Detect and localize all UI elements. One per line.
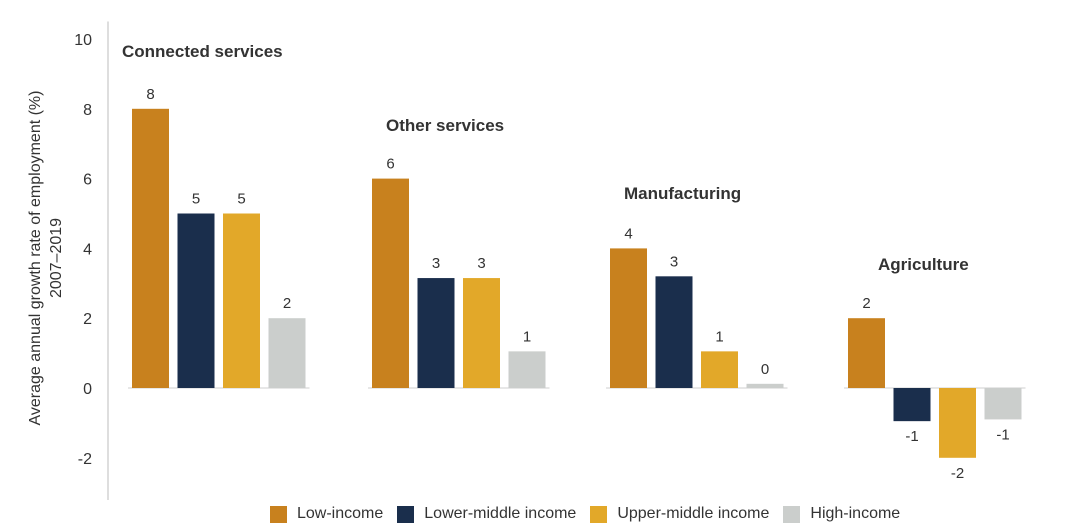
- y-axis-title: Average annual growth rate of employment…: [27, 91, 44, 426]
- bar-manufacturing-lower-middle-income: [655, 276, 693, 388]
- legend-item-lower-middle-income: Lower-middle income: [397, 505, 576, 523]
- y-tick-label: -2: [78, 451, 92, 468]
- legend-label-low-income: Low-income: [297, 505, 384, 522]
- bar-manufacturing-high-income: [746, 383, 784, 388]
- bar-other-services-low-income: [372, 178, 409, 388]
- bar-agriculture-lower-middle-income: [893, 388, 931, 422]
- bar-other-services-upper-middle-income: [463, 278, 500, 388]
- bar-agriculture-upper-middle-income: [939, 388, 976, 458]
- legend-label-high-income: High-income: [810, 505, 901, 522]
- data-label-other-services-lower-middle-income: 3: [432, 255, 440, 272]
- plot-area: 8 5 5 2 Connected services 6 3 3 1 Other services…: [122, 42, 1026, 482]
- data-label-manufacturing-high-income: 0: [761, 361, 769, 378]
- bar-manufacturing-low-income: [610, 248, 647, 388]
- legend-item-low-income: Low-income: [270, 505, 383, 523]
- data-label-agriculture-high-income: -1: [996, 426, 1009, 443]
- data-label-agriculture-lower-middle-income: -1: [905, 428, 918, 445]
- legend-item-high-income: High-income: [783, 505, 900, 523]
- legend: Low-income Lower-middle income Upper-mid…: [270, 505, 914, 523]
- legend-label-upper-middle-income: Upper-middle income: [617, 505, 770, 522]
- y-axis: -2 0 2 4 6 8 10: [74, 21, 109, 500]
- data-label-other-services-upper-middle-income: 3: [477, 255, 485, 272]
- y-tick-label: 8: [83, 102, 92, 119]
- y-tick-label: 0: [83, 381, 92, 398]
- data-label-connected-services-low-income: 8: [146, 86, 154, 103]
- legend-swatch-low-income: [270, 505, 287, 523]
- bar-agriculture-high-income: [984, 388, 1022, 420]
- y-tick-label: 6: [83, 172, 92, 189]
- category-label-other-services: Other services: [386, 116, 504, 135]
- bar-connected-services-upper-middle-income: [223, 213, 260, 388]
- y-tick-label: 4: [83, 241, 92, 258]
- bar-other-services-high-income: [508, 351, 546, 388]
- category-label-connected-services: Connected services: [122, 42, 283, 61]
- category-label-agriculture: Agriculture: [878, 255, 969, 274]
- y-tick-label: 10: [74, 32, 92, 49]
- bar-manufacturing-upper-middle-income: [701, 351, 738, 388]
- bar-connected-services-lower-middle-income: [177, 213, 215, 388]
- data-label-connected-services-lower-middle-income: 5: [192, 191, 200, 208]
- legend-label-lower-middle-income: Lower-middle income: [424, 505, 577, 522]
- data-label-connected-services-high-income: 2: [283, 295, 291, 312]
- y-axis-title-period: 2007–2019: [48, 218, 65, 298]
- category-label-manufacturing: Manufacturing: [624, 184, 741, 203]
- data-label-manufacturing-upper-middle-income: 1: [715, 328, 723, 345]
- data-label-agriculture-low-income: 2: [862, 295, 870, 312]
- y-tick-label: 2: [83, 311, 92, 328]
- bar-other-services-lower-middle-income: [417, 278, 455, 388]
- legend-item-upper-middle-income: Upper-middle income: [590, 505, 769, 523]
- data-label-manufacturing-lower-middle-income: 3: [670, 253, 678, 270]
- data-label-manufacturing-low-income: 4: [624, 225, 632, 242]
- bar-connected-services-low-income: [132, 108, 169, 389]
- legend-swatch-lower-middle-income: [397, 505, 415, 523]
- legend-swatch-upper-middle-income: [590, 505, 608, 523]
- data-label-other-services-high-income: 1: [523, 328, 531, 345]
- data-label-agriculture-upper-middle-income: -2: [951, 465, 964, 482]
- data-label-other-services-low-income: 6: [386, 156, 394, 173]
- data-label-connected-services-upper-middle-income: 5: [237, 191, 245, 208]
- bar-connected-services-high-income: [268, 318, 306, 388]
- bar-agriculture-low-income: [848, 318, 885, 388]
- legend-swatch-high-income: [783, 505, 801, 523]
